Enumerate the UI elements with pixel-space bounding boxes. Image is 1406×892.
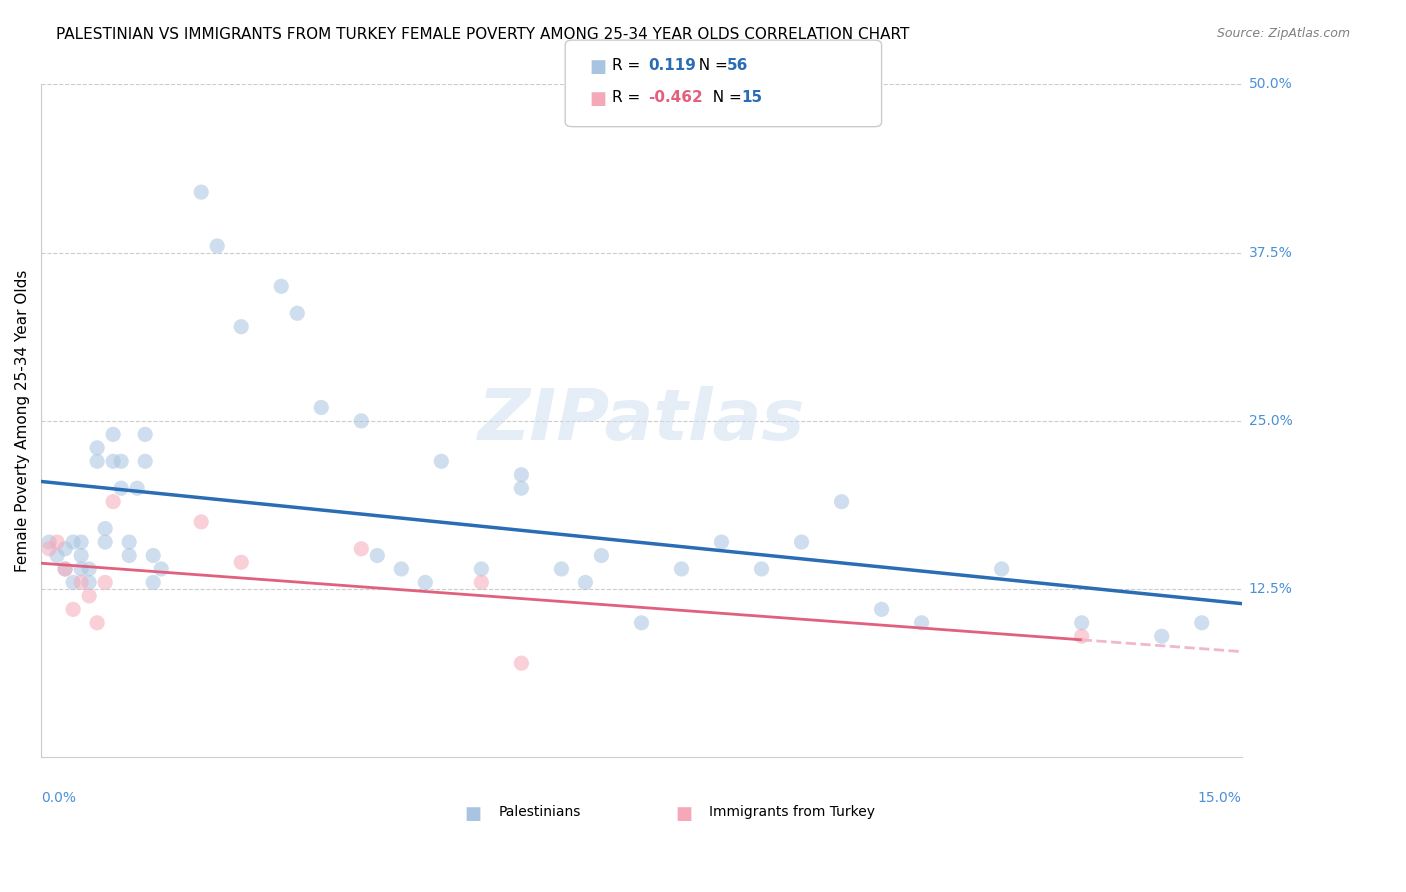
Point — [990, 562, 1012, 576]
Point — [101, 494, 124, 508]
Point — [430, 454, 453, 468]
Text: 0.119: 0.119 — [648, 58, 696, 73]
Text: Palestinians: Palestinians — [498, 805, 581, 819]
Text: ■: ■ — [589, 58, 606, 76]
Text: Source: ZipAtlas.com: Source: ZipAtlas.com — [1216, 27, 1350, 40]
Point — [86, 454, 108, 468]
Text: 15: 15 — [741, 90, 762, 105]
Text: N =: N = — [703, 90, 747, 105]
Point — [1191, 615, 1213, 630]
Point — [46, 535, 69, 549]
Point — [870, 602, 893, 616]
Point — [134, 427, 156, 442]
Text: ■: ■ — [675, 805, 692, 822]
Point — [591, 549, 613, 563]
Point — [77, 589, 100, 603]
Point — [118, 535, 141, 549]
Point — [53, 562, 76, 576]
Point — [150, 562, 173, 576]
Point — [70, 535, 93, 549]
Point — [77, 562, 100, 576]
Point — [53, 541, 76, 556]
Point — [118, 549, 141, 563]
Point — [350, 541, 373, 556]
Point — [70, 549, 93, 563]
Point — [831, 494, 853, 508]
Text: 15.0%: 15.0% — [1198, 791, 1241, 805]
Text: PALESTINIAN VS IMMIGRANTS FROM TURKEY FEMALE POVERTY AMONG 25-34 YEAR OLDS CORRE: PALESTINIAN VS IMMIGRANTS FROM TURKEY FE… — [56, 27, 910, 42]
Point — [62, 535, 84, 549]
Point — [910, 615, 932, 630]
Text: 0.0%: 0.0% — [41, 791, 76, 805]
Point — [710, 535, 733, 549]
Point — [190, 515, 212, 529]
Text: R =: R = — [612, 58, 645, 73]
Point — [205, 239, 228, 253]
Text: 50.0%: 50.0% — [1249, 78, 1292, 92]
Point — [190, 185, 212, 199]
Point — [574, 575, 596, 590]
Point — [46, 549, 69, 563]
Text: 12.5%: 12.5% — [1249, 582, 1292, 596]
Point — [510, 481, 533, 495]
Point — [62, 602, 84, 616]
Point — [415, 575, 437, 590]
Text: R =: R = — [612, 90, 645, 105]
Point — [142, 549, 165, 563]
Point — [53, 562, 76, 576]
Point — [1070, 629, 1092, 643]
Text: ZIPatlas: ZIPatlas — [478, 386, 806, 456]
Point — [671, 562, 693, 576]
Text: 37.5%: 37.5% — [1249, 245, 1292, 260]
Point — [70, 575, 93, 590]
Point — [231, 319, 253, 334]
Point — [77, 575, 100, 590]
Point — [231, 555, 253, 569]
Text: 25.0%: 25.0% — [1249, 414, 1292, 428]
Point — [94, 535, 117, 549]
Y-axis label: Female Poverty Among 25-34 Year Olds: Female Poverty Among 25-34 Year Olds — [15, 269, 30, 572]
Point — [470, 562, 492, 576]
Point — [38, 541, 60, 556]
Point — [285, 306, 308, 320]
Point — [1150, 629, 1173, 643]
Point — [94, 575, 117, 590]
Text: Immigrants from Turkey: Immigrants from Turkey — [709, 805, 875, 819]
Text: -0.462: -0.462 — [648, 90, 703, 105]
Point — [110, 454, 132, 468]
Point — [86, 615, 108, 630]
Point — [70, 562, 93, 576]
Point — [550, 562, 572, 576]
Point — [94, 522, 117, 536]
Point — [309, 401, 332, 415]
Point — [62, 575, 84, 590]
Point — [366, 549, 388, 563]
Point — [86, 441, 108, 455]
Point — [110, 481, 132, 495]
Point — [630, 615, 652, 630]
Point — [389, 562, 412, 576]
Point — [142, 575, 165, 590]
Text: ■: ■ — [465, 805, 482, 822]
Point — [510, 467, 533, 482]
Point — [790, 535, 813, 549]
Point — [751, 562, 773, 576]
Point — [101, 454, 124, 468]
Point — [134, 454, 156, 468]
Point — [38, 535, 60, 549]
Point — [350, 414, 373, 428]
Point — [470, 575, 492, 590]
Point — [127, 481, 149, 495]
Point — [1070, 615, 1092, 630]
Text: N =: N = — [689, 58, 733, 73]
Point — [270, 279, 292, 293]
Text: 56: 56 — [727, 58, 748, 73]
Point — [510, 656, 533, 670]
Point — [101, 427, 124, 442]
Text: ■: ■ — [589, 90, 606, 108]
